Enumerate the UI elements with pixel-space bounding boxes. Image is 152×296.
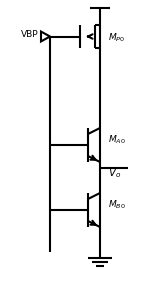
Text: $M_{P0}$: $M_{P0}$ <box>108 32 125 44</box>
Text: $M_{A0}$: $M_{A0}$ <box>108 134 126 146</box>
Text: $V_o$: $V_o$ <box>108 166 121 180</box>
Text: $M_{B0}$: $M_{B0}$ <box>108 199 126 211</box>
Text: VBP: VBP <box>21 30 39 39</box>
